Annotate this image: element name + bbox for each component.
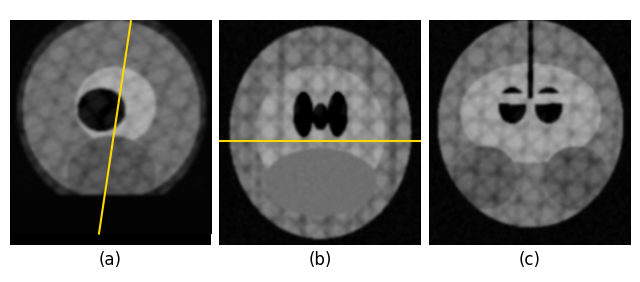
X-axis label: (b): (b) <box>308 251 332 269</box>
X-axis label: (a): (a) <box>99 251 122 269</box>
X-axis label: (c): (c) <box>518 251 541 269</box>
